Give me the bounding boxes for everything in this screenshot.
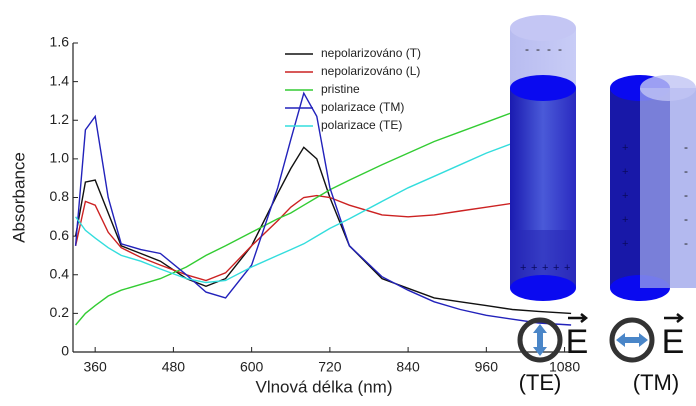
y-tick-label: 1.4 bbox=[50, 72, 70, 88]
y-tick-label: 0.8 bbox=[50, 188, 70, 204]
series-line bbox=[74, 146, 572, 315]
y-tick-label: 1.6 bbox=[50, 34, 70, 50]
chart: 0 0.2 0.4 0.6 0.8 1.0 1.2 1.4 1.6 360 480 600 720 840… bbox=[9, 34, 580, 397]
y-tick-label: 0.6 bbox=[50, 227, 70, 243]
legend-label: nepolarizováno (L) bbox=[321, 64, 420, 78]
cylinder-cap bbox=[510, 275, 576, 301]
x-tick-label: 960 bbox=[475, 359, 499, 375]
cylinder-cap bbox=[510, 15, 576, 41]
legend-label: nepolarizováno (T) bbox=[321, 46, 421, 60]
legend-label: polarizace (TE) bbox=[321, 118, 402, 132]
charge-sign: + bbox=[622, 190, 628, 202]
charge-sign: - bbox=[684, 140, 688, 154]
x-tick-label: 600 bbox=[240, 359, 264, 375]
charge-sign: - bbox=[547, 42, 551, 56]
charge-sign: + bbox=[564, 262, 570, 274]
x-tick-label: 840 bbox=[396, 359, 420, 375]
field-label: E bbox=[662, 323, 685, 361]
y-tick-label: 0.2 bbox=[50, 304, 70, 320]
charge-sign: - bbox=[558, 42, 562, 56]
y-tick-label: 0 bbox=[61, 343, 69, 359]
charge-sign: + bbox=[553, 262, 559, 274]
polarization-arrow bbox=[616, 333, 648, 347]
series-line bbox=[74, 181, 572, 282]
mode-label: (TM) bbox=[633, 370, 679, 395]
charge-sign: + bbox=[622, 166, 628, 178]
x-tick-label: 1080 bbox=[549, 359, 580, 375]
charge-sign: + bbox=[520, 262, 526, 274]
field-label: E bbox=[566, 323, 589, 361]
legend-label: polarizace (TM) bbox=[321, 100, 404, 114]
series-line bbox=[75, 96, 572, 326]
polarization-arrow bbox=[533, 324, 547, 356]
charge-sign: + bbox=[622, 142, 628, 154]
y-tick-label: 1.0 bbox=[50, 150, 70, 166]
x-axis-label: Vlnová délka (nm) bbox=[255, 377, 392, 396]
polarization-ring bbox=[609, 317, 655, 363]
vector-arrow bbox=[568, 313, 589, 323]
charge-sign: - bbox=[684, 188, 688, 202]
y-tick-label: 0.4 bbox=[50, 265, 70, 281]
charge-sign: - bbox=[684, 212, 688, 226]
charge-sign: - bbox=[684, 164, 688, 178]
vector-arrow bbox=[664, 313, 685, 323]
charge-sign: + bbox=[531, 262, 537, 274]
mode-label: (TE) bbox=[519, 370, 562, 395]
charge-sign: - bbox=[684, 236, 688, 250]
series-line bbox=[75, 125, 572, 284]
charge-sign: + bbox=[542, 262, 548, 274]
polarization-ring bbox=[517, 317, 563, 363]
charge-sign: - bbox=[536, 42, 540, 56]
cylinder-overlay bbox=[640, 88, 696, 288]
y-tick-label: 1.2 bbox=[50, 111, 70, 127]
charge-sign: - bbox=[525, 42, 529, 56]
x-tick-label: 480 bbox=[162, 359, 186, 375]
x-tick-label: 360 bbox=[83, 359, 107, 375]
charge-sign: + bbox=[622, 214, 628, 226]
cylinder-cap bbox=[640, 75, 696, 101]
y-axis-label: Absorbance bbox=[9, 152, 28, 243]
diagram: E E (TE) (TM) - - - -+ + + + ++++++----- bbox=[510, 15, 696, 395]
charge-sign: + bbox=[622, 238, 628, 250]
legend-label: pristine bbox=[321, 82, 360, 96]
series-line bbox=[74, 91, 572, 326]
x-tick-label: 720 bbox=[318, 359, 342, 375]
cylinder-cap bbox=[510, 75, 576, 101]
